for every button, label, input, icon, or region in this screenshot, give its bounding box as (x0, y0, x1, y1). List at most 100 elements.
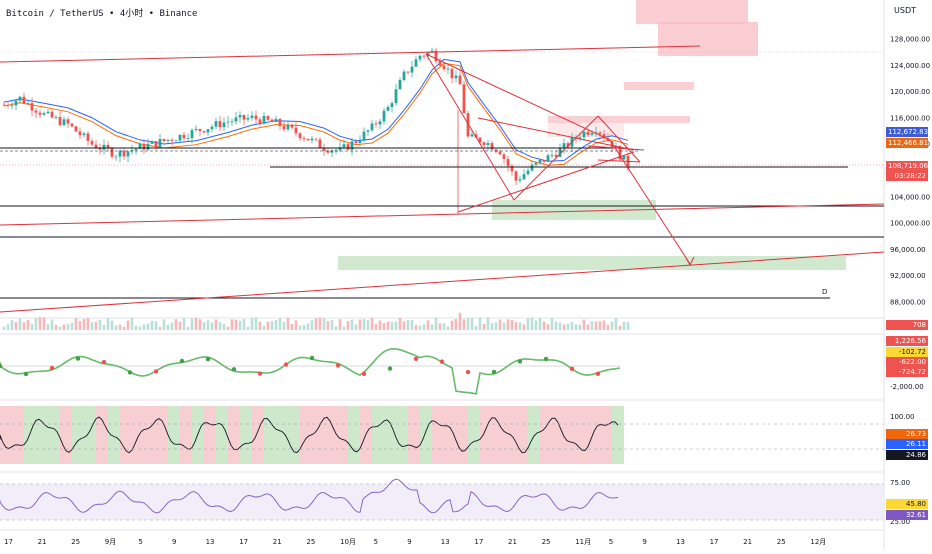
volume-bar (146, 323, 150, 330)
candle-body (350, 141, 354, 150)
candle-body (402, 71, 406, 81)
header-separator: • (108, 9, 115, 19)
candle-body (162, 138, 166, 141)
candle-body (258, 119, 262, 124)
candle-body (170, 139, 174, 141)
volume-bar (426, 320, 430, 330)
volume-bar (390, 321, 394, 330)
volume-bar (522, 324, 526, 330)
volume-bar (342, 326, 346, 330)
regime-band (396, 406, 408, 464)
volume-bar (418, 325, 422, 330)
regime-band (552, 406, 564, 464)
candle-body (502, 154, 506, 159)
volume-bar (602, 320, 606, 330)
candle-body (34, 110, 38, 113)
volume-bar (618, 325, 622, 330)
candle-body (98, 148, 102, 150)
candle-body (606, 138, 610, 142)
regime-band (24, 406, 36, 464)
volume-bar (306, 323, 310, 330)
signal-dot (179, 358, 185, 364)
volume-bar (274, 320, 278, 330)
volume-bar (78, 320, 82, 330)
signal-dot (335, 363, 341, 368)
volume-bar (238, 320, 242, 330)
candle-body (338, 147, 342, 151)
volume-bar (134, 325, 138, 330)
candle-body (534, 162, 538, 165)
candle-body (594, 132, 598, 134)
volume-bar (158, 326, 162, 330)
volume-bar (594, 321, 598, 330)
volume-bar (350, 319, 354, 330)
volume-bar (430, 324, 434, 330)
x-tick-label: 13 (676, 538, 685, 546)
price-label: 112,672.83 (886, 127, 929, 137)
y-tick-label: -2,000.00 (890, 383, 924, 391)
annotation-label: D (822, 288, 827, 296)
candle-body (386, 107, 390, 111)
candle-body (2, 104, 6, 106)
volume-bar (22, 322, 26, 330)
candle-body (550, 154, 554, 156)
x-tick-label: 9 (642, 538, 646, 546)
candle-body (242, 115, 246, 120)
volume-bar (266, 321, 270, 330)
regime-band (336, 406, 348, 464)
price-label: 108,719.06 (886, 161, 929, 171)
volume-bar (406, 320, 410, 330)
candle-body (286, 124, 290, 130)
volume-bar (198, 319, 202, 330)
volume-bar (94, 321, 98, 330)
volume-bar (186, 326, 190, 330)
candle-body (30, 103, 34, 111)
candle-body (458, 75, 462, 85)
candle-body (474, 134, 478, 138)
signal-dot (491, 369, 497, 375)
volume-bar (478, 317, 482, 330)
axis-unit[interactable]: USDT (894, 6, 916, 15)
volume-bar (566, 323, 570, 330)
candle-body (514, 171, 518, 181)
supply-zone (548, 123, 624, 137)
candle-body (226, 121, 230, 123)
regime-band (564, 406, 576, 464)
candle-body (442, 65, 446, 70)
candle-body (10, 105, 14, 107)
volume-bar (614, 318, 618, 330)
regime-band (468, 406, 480, 464)
regime-band (36, 406, 48, 464)
regime-band (60, 406, 72, 464)
volume-bar (502, 322, 506, 330)
regime-band (600, 406, 612, 464)
volume-bar (70, 322, 74, 330)
trend-line (477, 117, 635, 151)
regime-band (540, 406, 552, 464)
candle-body (394, 89, 398, 104)
trend-line (0, 203, 885, 226)
candle-body (374, 123, 378, 125)
volume-bar (610, 321, 614, 330)
symbol-name[interactable]: Bitcoin / TetherUS (6, 9, 104, 19)
volume-bar (294, 320, 298, 330)
trend-line (457, 151, 635, 213)
interval-label[interactable]: 4小时 (119, 9, 144, 19)
exchange-label[interactable]: Binance (159, 9, 198, 19)
y-tick-label: 120,000.00 (890, 88, 930, 96)
trend-line (425, 53, 515, 201)
candle-body (406, 71, 410, 73)
candle-body (622, 155, 626, 160)
x-tick-label: 21 (273, 538, 282, 546)
candle-body (214, 121, 218, 127)
volume-bar (474, 326, 478, 330)
volume-bar (242, 318, 246, 330)
volume-bar (6, 324, 10, 330)
candle-body (494, 149, 498, 152)
regime-band (432, 406, 444, 464)
candle-body (22, 96, 26, 104)
y-tick-label: 100.00 (890, 413, 915, 421)
y-tick-label: 128,000.00 (890, 36, 930, 44)
